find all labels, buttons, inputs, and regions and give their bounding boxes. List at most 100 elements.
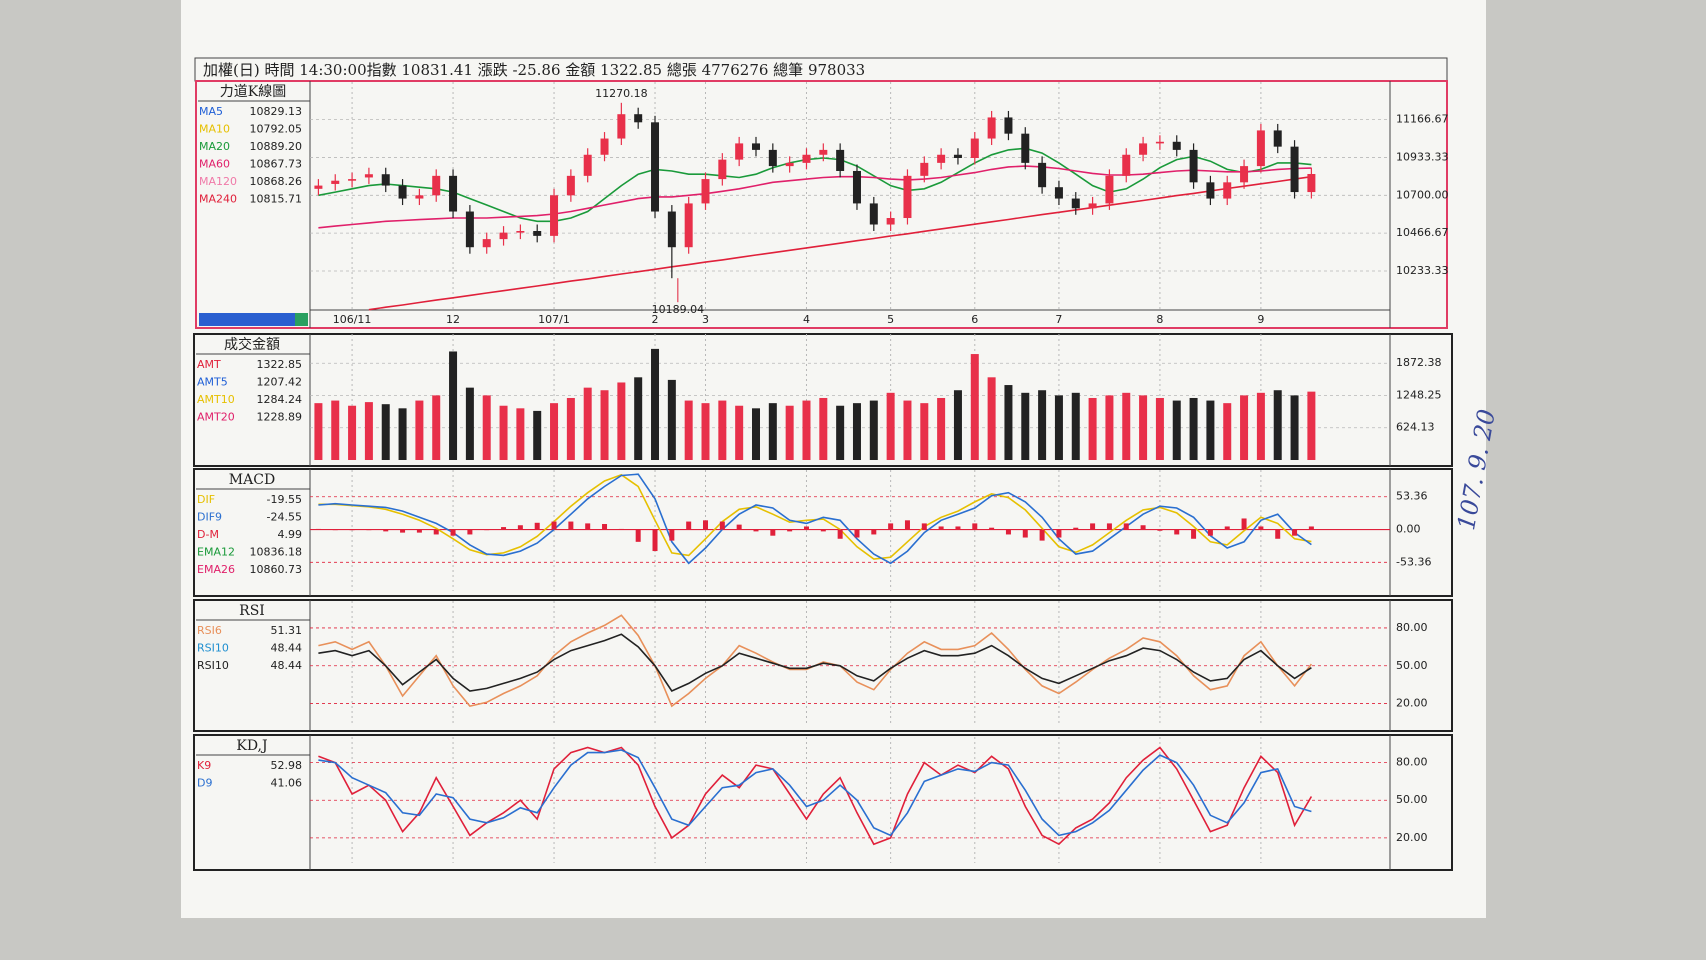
- panel-title: MACD: [229, 472, 275, 488]
- volume-bar: [819, 397, 828, 460]
- candle-body: [651, 122, 660, 212]
- candle-body: [533, 230, 542, 236]
- histogram-bar: [972, 523, 978, 530]
- volume-bar: [651, 348, 660, 460]
- candle-body: [1004, 117, 1013, 134]
- volume-bar: [482, 395, 491, 460]
- volume-bar: [600, 390, 609, 460]
- high-label: 11270.18: [595, 87, 648, 100]
- legend-value: 51.31: [271, 624, 303, 637]
- x-tick-label: 8: [1156, 313, 1163, 326]
- candle-body: [600, 138, 609, 155]
- legend-value: -24.55: [267, 511, 302, 524]
- candle-body: [802, 154, 811, 163]
- legend-name: AMT10: [197, 393, 235, 406]
- legend-name: EMA12: [197, 546, 235, 559]
- candle-body: [920, 162, 929, 176]
- legend-value: 10868.26: [250, 175, 303, 188]
- legend-value: 1284.24: [257, 393, 303, 406]
- y-tick-label: 624.13: [1396, 421, 1435, 434]
- candle-body: [751, 143, 760, 150]
- volume-bar: [617, 382, 626, 460]
- series-line: [318, 746, 1313, 846]
- panel-title: 成交金額: [224, 336, 280, 353]
- candle-body: [1273, 130, 1282, 147]
- volume-bar: [1256, 392, 1265, 460]
- histogram-bar: [467, 529, 473, 535]
- panel-title: 力道K線圖: [220, 84, 286, 100]
- histogram-bar: [820, 529, 826, 532]
- volume-bar: [1155, 397, 1164, 460]
- candle-body: [1038, 162, 1047, 188]
- histogram-bar: [433, 529, 439, 535]
- histogram-bar: [787, 529, 793, 532]
- histogram-bar: [1005, 529, 1011, 535]
- volume-bar: [1071, 392, 1080, 460]
- candle-body: [1139, 143, 1148, 155]
- histogram-bar: [837, 529, 843, 539]
- candle-body: [432, 175, 441, 196]
- candle-body: [785, 162, 794, 167]
- panel-box: [193, 734, 1453, 871]
- histogram-bar: [703, 520, 709, 530]
- candle-body: [1054, 187, 1063, 199]
- histogram-bar: [1090, 523, 1096, 530]
- y-tick-label: 11166.67: [1396, 113, 1449, 126]
- legend-name: AMT5: [197, 376, 228, 389]
- candle-body: [987, 117, 996, 139]
- histogram-bar: [551, 521, 557, 530]
- histogram-bar: [1275, 529, 1281, 539]
- histogram-bar: [1191, 529, 1197, 539]
- histogram-bar: [1039, 529, 1045, 541]
- volume-bar: [701, 403, 710, 460]
- candle-body: [1223, 182, 1232, 199]
- volume-bar: [1223, 403, 1232, 460]
- volume-bar: [566, 397, 575, 460]
- volume-bar: [970, 354, 979, 460]
- histogram-bar: [871, 529, 877, 535]
- legend-swatch: [295, 313, 308, 326]
- histogram-bar: [332, 529, 338, 531]
- histogram-bar: [1123, 523, 1129, 530]
- candle-body: [634, 114, 643, 123]
- candle-body: [1105, 175, 1114, 204]
- panel-title: RSI: [239, 603, 265, 619]
- x-tick-label: 9: [1257, 313, 1264, 326]
- candle-body: [701, 179, 710, 204]
- candle-body: [937, 154, 946, 163]
- volume-bar: [348, 405, 357, 460]
- volume-bar: [331, 400, 340, 460]
- volume-bar: [432, 395, 441, 460]
- volume-bar: [415, 400, 424, 460]
- candle-body: [1155, 141, 1164, 144]
- legend-name: AMT: [197, 358, 221, 371]
- volume-bar: [499, 405, 508, 460]
- histogram-bar: [1308, 526, 1314, 530]
- histogram-bar: [770, 529, 776, 536]
- volume-bar: [465, 387, 474, 460]
- volume-bar: [314, 403, 323, 460]
- x-tick-label: 107/1: [538, 313, 570, 326]
- candle-body: [381, 174, 390, 186]
- legend-value: 4.99: [278, 528, 303, 541]
- volume-bar: [802, 400, 811, 460]
- volume-bar: [1105, 395, 1114, 460]
- histogram-bar: [585, 523, 591, 530]
- legend-name: RSI10: [197, 642, 229, 655]
- legend-swatch: [199, 313, 295, 326]
- histogram-bar: [1140, 525, 1146, 530]
- legend-name: RSI10: [197, 659, 229, 672]
- candle-body: [718, 159, 727, 180]
- x-tick-label: 7: [1055, 313, 1062, 326]
- volume-bar: [903, 400, 912, 460]
- volume-bar: [852, 403, 861, 460]
- y-tick-label: 53.36: [1396, 490, 1428, 503]
- legend-value: 1322.85: [257, 358, 303, 371]
- volume-bar: [718, 400, 727, 460]
- histogram-bar: [1022, 529, 1028, 538]
- legend-value: 10889.20: [250, 140, 303, 153]
- y-tick-label: 10700.00: [1396, 188, 1449, 201]
- candle-body: [1088, 203, 1097, 209]
- volume-bar: [667, 379, 676, 460]
- histogram-bar: [1056, 529, 1062, 538]
